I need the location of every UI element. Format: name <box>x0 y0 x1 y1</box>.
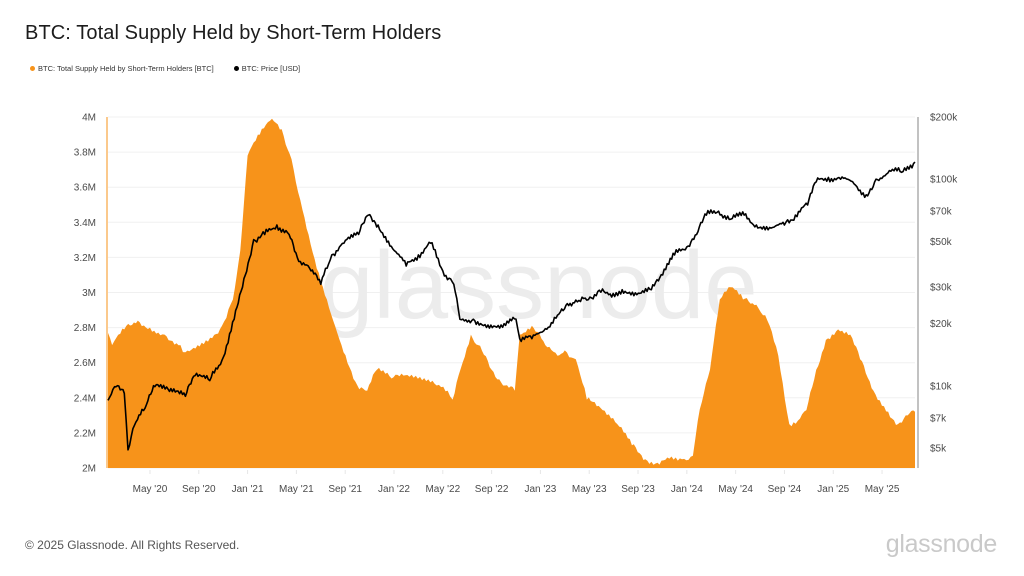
supply-area <box>108 118 915 469</box>
y-left-tick-label: 2.4M <box>74 393 96 404</box>
legend-label-supply: BTC: Total Supply Held by Short-Term Hol… <box>38 64 214 73</box>
x-tick-label: May '22 <box>425 484 460 495</box>
x-tick-label: Jan '24 <box>671 484 703 495</box>
legend-item-price[interactable]: BTC: Price [USD] <box>233 64 301 73</box>
x-tick-label: May '25 <box>865 484 900 495</box>
x-tick-label: Sep '24 <box>768 484 802 495</box>
y-right-tick-label: $10k <box>930 381 953 392</box>
y-left-tick-label: 2.6M <box>74 358 96 369</box>
x-tick-label: Jan '25 <box>817 484 849 495</box>
x-tick-label: Jan '23 <box>524 484 556 495</box>
y-left-tick-label: 3.6M <box>74 183 96 194</box>
x-tick-label: May '21 <box>279 484 314 495</box>
y-right-tick-label: $30k <box>930 283 953 294</box>
glassnode-logo: glassnode <box>885 530 998 558</box>
copyright-text: © 2025 Glassnode. All Rights Reserved. <box>25 538 240 552</box>
y-axis-right-labels: $200k $100k $70k $50k $30k $20k $10k $7k $5k <box>930 113 958 455</box>
x-tick-label: Jan '21 <box>232 484 264 495</box>
y-left-tick-label: 2.2M <box>74 428 96 439</box>
chart-legend: BTC: Total Supply Held by Short-Term Hol… <box>30 64 300 73</box>
y-left-tick-label: 3.4M <box>74 218 96 229</box>
y-right-tick-label: $200k <box>930 113 958 124</box>
y-right-tick-label: $70k <box>930 207 953 218</box>
price-line-layer <box>107 161 916 451</box>
y-left-tick-label: 3.2M <box>74 253 96 264</box>
x-tick-label: Sep '21 <box>328 484 362 495</box>
x-tick-label: Sep '23 <box>621 484 655 495</box>
y-axis-left-labels: 4M 3.8M 3.6M 3.4M 3.2M 3M 2.8M 2.6M 2.4M 2.2M 2M <box>74 113 96 475</box>
x-axis-labels: May '20 Sep '20 Jan '21 May '21 Sep '21 Jan '… <box>133 470 900 495</box>
x-tick-label: May '24 <box>718 484 753 495</box>
y-left-tick-label: 3M <box>82 288 96 299</box>
axes <box>106 117 919 468</box>
y-left-tick-label: 2.8M <box>74 323 96 334</box>
y-left-tick-label: 4M <box>82 113 96 124</box>
watermark-text: glassnode <box>320 232 758 339</box>
y-right-tick-label: $7k <box>930 413 947 424</box>
legend-swatch-price <box>233 66 239 71</box>
price-line <box>107 161 916 451</box>
y-right-tick-label: $50k <box>930 237 953 248</box>
y-left-tick-label: 2M <box>82 464 96 475</box>
y-right-tick-label: $5k <box>930 444 947 455</box>
x-tick-label: Sep '22 <box>475 484 509 495</box>
y-right-tick-label: $20k <box>930 319 953 330</box>
legend-swatch-supply <box>30 66 35 71</box>
chart-title: BTC: Total Supply Held by Short-Term Hol… <box>25 22 442 44</box>
legend-label-price: BTC: Price [USD] <box>241 64 301 73</box>
x-tick-label: Jan '22 <box>378 484 410 495</box>
legend-item-supply[interactable]: BTC: Total Supply Held by Short-Term Hol… <box>30 64 214 73</box>
x-tick-label: May '23 <box>572 484 607 495</box>
y-right-tick-label: $100k <box>930 175 958 186</box>
x-tick-label: Sep '20 <box>182 484 216 495</box>
x-tick-label: May '20 <box>133 484 168 495</box>
y-left-tick-label: 3.8M <box>74 148 96 159</box>
supply-area-layer <box>108 118 915 469</box>
